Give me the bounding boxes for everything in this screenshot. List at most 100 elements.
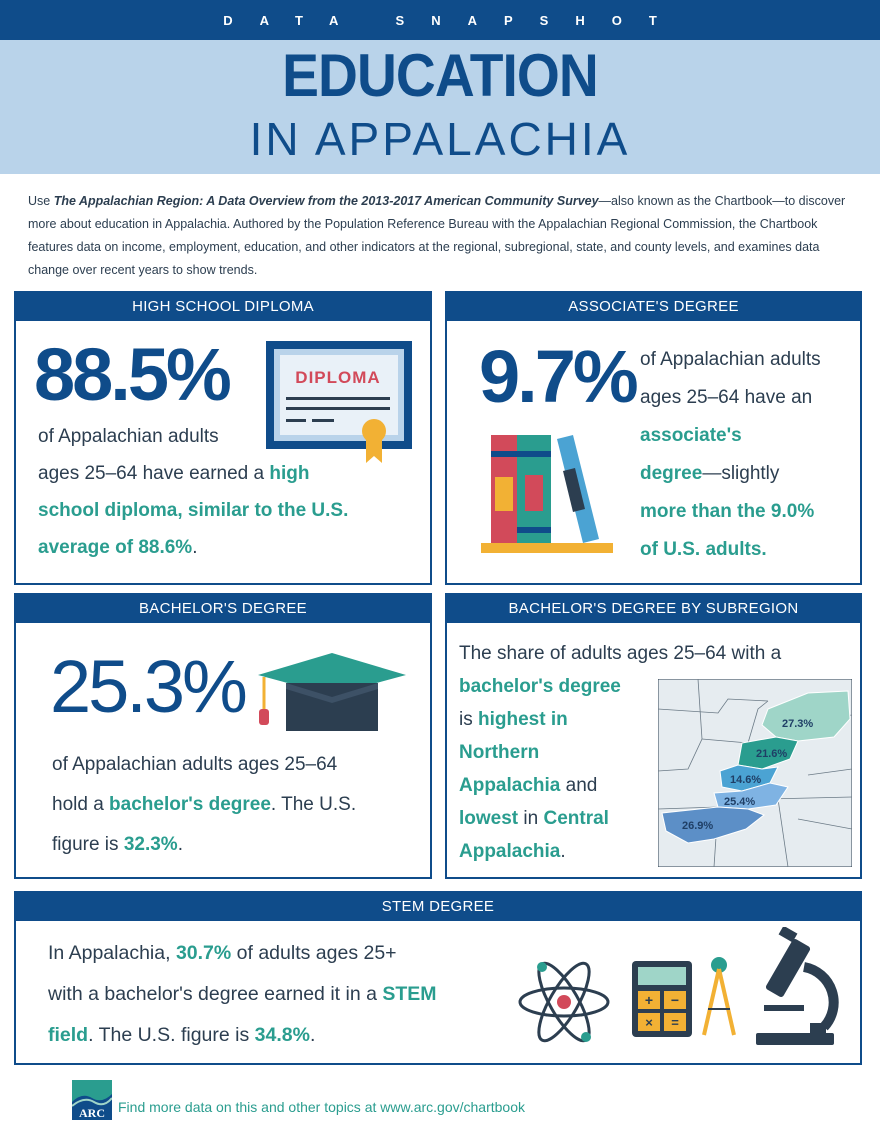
high-school-line-2b: high [269, 463, 310, 484]
bachelor-card: BACHELOR'S DEGREE 25.3% of Appalachian a… [14, 593, 432, 879]
stem-text: In Appalachia, 30.7% of adults ages 25+ … [48, 933, 518, 1056]
map-label-north-central: 21.6% [756, 748, 787, 760]
stem-line-3b: . The U.S. figure is [88, 1024, 255, 1046]
intro-rest: —also known as the Chartbook—to discover… [28, 194, 846, 277]
bachelor-heading: BACHELOR'S DEGREE [16, 595, 430, 623]
stem-line-1c: of adults ages 25+ [231, 942, 397, 964]
high-school-stat: 88.5% [34, 333, 232, 416]
subregion-line-3: is highest in [459, 703, 859, 736]
subregion-line-3a: is [459, 709, 478, 730]
footer-text: Find more data on this and other topics … [118, 1099, 525, 1115]
bachelor-text: of Appalachian adults ages 25–64 hold a … [52, 745, 422, 865]
high-school-text: of Appalachian adults ages 25–64 have ea… [38, 418, 418, 566]
associate-line-5a: more than the [640, 501, 771, 522]
microscope-icon [756, 927, 839, 1045]
stem-line-3d: . [309, 1024, 316, 1046]
associate-line-4b: —slightly [702, 463, 780, 484]
associate-line-1: of Appalachian adults [640, 349, 821, 370]
stem-heading: STEM DEGREE [16, 893, 860, 921]
high-school-line-4: average of 88.6%. [38, 529, 418, 566]
intro-book-title: The Appalachian Region: A Data Overview … [53, 194, 599, 208]
diploma-label: DIPLOMA [295, 368, 380, 387]
diploma-icon: DIPLOMA [266, 341, 412, 463]
high-school-line-2: ages 25–64 have earned a high [38, 455, 418, 492]
map-label-central: 14.6% [730, 774, 761, 786]
stem-line-2: with a bachelor's degree earned it in a … [48, 974, 518, 1015]
title-band [0, 40, 880, 174]
stem-line-3a: field [48, 1024, 89, 1046]
subregion-line-5: Appalachia and [459, 769, 859, 802]
intro-lead: Use [28, 194, 54, 208]
header-band [0, 0, 880, 40]
books-icon [481, 435, 613, 553]
arc-logo: ARC [72, 1080, 112, 1120]
bachelor-line-3c: . [177, 834, 183, 855]
associate-text: of Appalachian adults ages 25–64 have an… [640, 341, 860, 569]
svg-text:×: × [645, 1015, 653, 1030]
subregion-line-7: Appalachia. [459, 835, 859, 868]
subregion-heading: BACHELOR'S DEGREE BY SUBREGION [447, 595, 860, 623]
high-school-line-3: school diploma, similar to the U.S. [38, 500, 349, 521]
associate-stat: 9.7% [479, 335, 639, 418]
high-school-card: HIGH SCHOOL DIPLOMA 88.5% DIPLOMA of App… [14, 291, 432, 585]
subregion-text: The share of adults ages 25–64 with a ba… [459, 637, 859, 868]
arc-logo-text: ARC [79, 1106, 105, 1120]
stem-line-3: field. The U.S. figure is 34.8%. [48, 1015, 518, 1056]
subregion-line-4: Northern [459, 742, 540, 763]
subregion-line-5a: Appalachia [459, 775, 561, 796]
bachelor-line-2: hold a bachelor's degree. The U.S. [52, 785, 422, 825]
stem-line-1: In Appalachia, 30.7% of adults ages 25+ [48, 933, 518, 974]
associate-line-2: ages 25–64 have an [640, 387, 813, 408]
subregion-line-3b: highest in [478, 709, 568, 730]
map-label-southern: 26.9% [682, 820, 713, 832]
calculator-icon: + − × = [632, 961, 692, 1037]
subregion-line-5b: and [560, 775, 598, 796]
atom-icon [518, 961, 610, 1043]
bachelor-line-2a: hold a [52, 794, 110, 815]
kicker-text: DATA SNAPSHOT [223, 13, 684, 28]
bachelor-line-3a: figure is [52, 834, 124, 855]
footer-link[interactable]: www.arc.gov/chartbook [380, 1099, 525, 1115]
svg-text:+: + [645, 992, 653, 1008]
stem-line-2b: STEM [382, 983, 437, 1005]
stem-appalachia-value: 30.7% [175, 942, 232, 964]
high-school-line-1: of Appalachian adults [38, 426, 219, 447]
associate-line-3: associate's [640, 425, 742, 446]
stem-line-1a: In Appalachia, [48, 942, 176, 964]
bachelor-us-value: 32.3% [123, 834, 178, 855]
page-subtitle: IN APPALACHIA [249, 113, 631, 165]
subregion-line-7a: Appalachia [459, 841, 561, 862]
bachelor-line-1: of Appalachian adults ages 25–64 [52, 754, 338, 775]
subregion-line-6a: lowest [459, 808, 519, 829]
map-region-northern [761, 690, 851, 742]
footer-lead: Find more data on this and other topics … [118, 1099, 381, 1115]
subregion-line-6b: in [518, 808, 544, 829]
intro-paragraph: Use The Appalachian Region: A Data Overv… [28, 190, 852, 282]
high-school-us-value: 88.6% [138, 537, 193, 558]
bachelor-line-2b: bachelor's degree [109, 794, 271, 815]
bachelor-stat: 25.3% [50, 645, 248, 728]
associate-card: ASSOCIATE'S DEGREE 9.7% of Appalachian a… [445, 291, 862, 585]
associate-heading: ASSOCIATE'S DEGREE [447, 293, 860, 321]
associate-line-5: more than the 9.0% [640, 493, 860, 531]
stem-card: STEM DEGREE In Appalachia, 30.7% of adul… [14, 891, 862, 1065]
high-school-line-2a: ages 25–64 have earned a [38, 463, 270, 484]
associate-line-4a: degree [640, 463, 703, 484]
high-school-line-4a: average of [38, 537, 139, 558]
appalachia-map: 27.3% 21.6% 14.6% 25.4% 26.9% [658, 679, 852, 867]
subregion-line-7b: . [560, 841, 566, 862]
high-school-heading: HIGH SCHOOL DIPLOMA [16, 293, 430, 321]
map-label-northern: 27.3% [782, 718, 813, 730]
subregion-line-6c: Central [543, 808, 609, 829]
page-title: EDUCATION [282, 42, 599, 109]
subregion-card: BACHELOR'S DEGREE BY SUBREGION The share… [445, 593, 862, 879]
compass-icon [702, 957, 736, 1036]
associate-us-value: 9.0% [770, 501, 815, 522]
subregion-line-6: lowest in Central [459, 802, 859, 835]
graduation-cap-icon [258, 653, 406, 731]
map-region-southern [661, 806, 766, 844]
svg-text:−: − [671, 992, 679, 1008]
map-label-south-central: 25.4% [724, 796, 755, 808]
stem-line-2a: with a bachelor's degree earned it in a [48, 983, 383, 1005]
subregion-line-1: The share of adults ages 25–64 with a [459, 643, 782, 664]
